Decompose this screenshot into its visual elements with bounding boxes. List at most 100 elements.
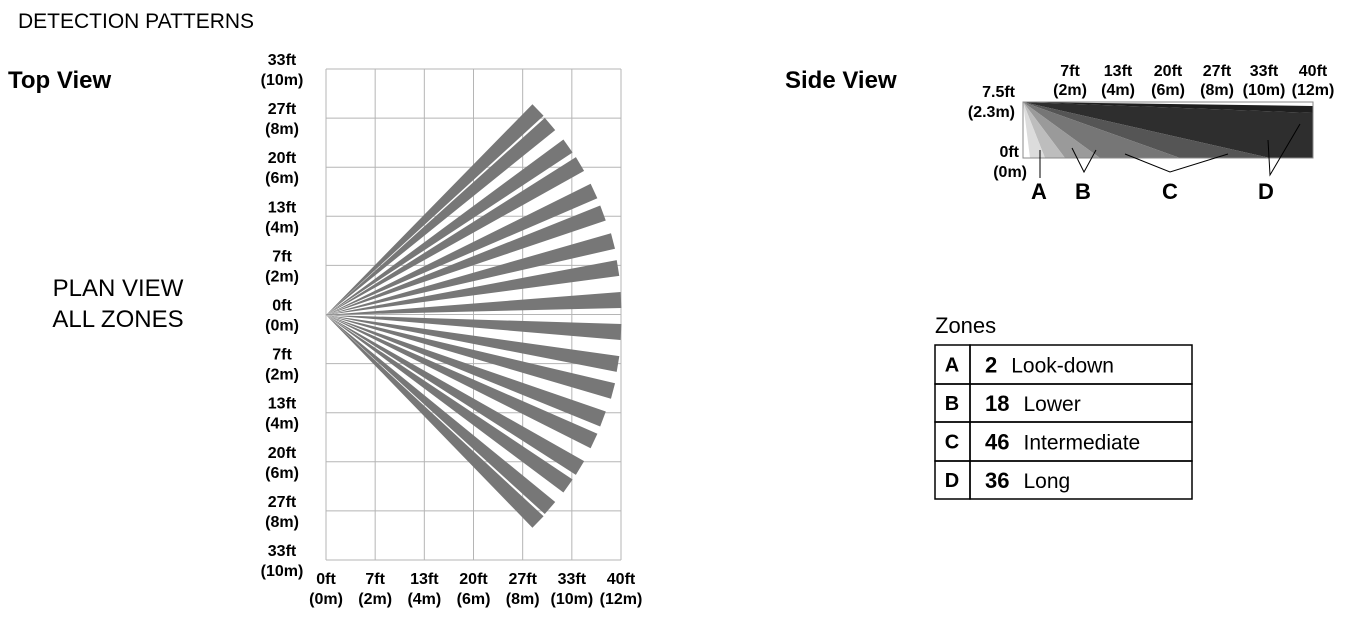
zone-c xyxy=(1023,102,1270,158)
x-label: 27ft xyxy=(1203,63,1232,80)
zone-name: Look-down xyxy=(1011,355,1114,378)
beam xyxy=(326,315,585,475)
beam xyxy=(326,117,556,315)
y-label: (8m) xyxy=(265,514,299,531)
zone-count: 36 xyxy=(985,468,1009,493)
side-view-heading: Side View xyxy=(785,67,897,94)
y-label: 33ft xyxy=(268,543,297,560)
x-label: (2m) xyxy=(1053,82,1087,99)
side-view-frame xyxy=(1022,101,1314,159)
zone-b xyxy=(1023,102,1065,158)
beam xyxy=(326,260,620,315)
zone-a xyxy=(1023,102,1045,158)
zone-marker: A xyxy=(1031,179,1047,204)
y-label: 7ft xyxy=(272,347,292,364)
zones-heading: Zones xyxy=(935,313,996,338)
x-label: 20ft xyxy=(459,571,488,588)
zone-c xyxy=(1023,102,1180,158)
x-label: (10m) xyxy=(550,591,593,608)
y-label: (2m) xyxy=(265,268,299,285)
x-label: (10m) xyxy=(1243,82,1286,99)
x-label: 13ft xyxy=(1104,63,1133,80)
y-label: (8m) xyxy=(265,121,299,138)
x-label: (2m) xyxy=(358,591,392,608)
x-label: 33ft xyxy=(1250,63,1279,80)
beam xyxy=(326,315,620,372)
beam xyxy=(326,139,573,315)
y-label: 27ft xyxy=(268,101,297,118)
x-label: (4m) xyxy=(1101,82,1135,99)
x-label: (12m) xyxy=(1292,82,1335,99)
x-label: 40ft xyxy=(607,571,636,588)
zone-count: 18 xyxy=(985,391,1009,416)
x-label: 13ft xyxy=(410,571,439,588)
x-label: (6m) xyxy=(457,591,491,608)
y-label: (4m) xyxy=(265,219,299,236)
x-label: (6m) xyxy=(1151,82,1185,99)
zone-letter: C xyxy=(945,432,959,454)
height-label: (0m) xyxy=(993,164,1027,181)
y-label: 33ft xyxy=(268,52,297,69)
pointer xyxy=(1071,147,1097,174)
y-label: (4m) xyxy=(265,416,299,433)
beam xyxy=(326,183,598,315)
x-label: (12m) xyxy=(600,591,643,608)
caption: ALL ZONES xyxy=(52,306,183,333)
x-label: 7ft xyxy=(365,571,385,588)
zones-table: A 2 Look-down B 18 Lower C 46 Intermediate D 36 Lon… xyxy=(934,344,1193,500)
beam xyxy=(326,315,556,515)
y-label: (10m) xyxy=(261,563,304,580)
beam xyxy=(326,315,622,340)
top-view-beams xyxy=(326,104,622,528)
zone-marker: B xyxy=(1075,179,1091,204)
y-label: (6m) xyxy=(265,465,299,482)
y-label: 13ft xyxy=(268,396,297,413)
y-label: (2m) xyxy=(265,367,299,384)
zone-d xyxy=(1023,102,1313,113)
beam xyxy=(326,157,585,315)
beam xyxy=(326,315,598,449)
height-label: 0ft xyxy=(999,144,1019,161)
x-label: (4m) xyxy=(407,591,441,608)
x-label: 20ft xyxy=(1154,63,1183,80)
top-view-heading: Top View xyxy=(8,67,111,94)
zone-name: Intermediate xyxy=(1023,432,1140,455)
table-cell xyxy=(969,460,1193,500)
zone-count: 46 xyxy=(985,430,1009,455)
x-label: 40ft xyxy=(1299,63,1328,80)
zone-b xyxy=(1023,102,1100,158)
x-label: 7ft xyxy=(1060,63,1080,80)
zone-marker: D xyxy=(1258,179,1274,204)
pointer xyxy=(1124,153,1229,173)
page-title: DETECTION PATTERNS xyxy=(18,10,254,33)
zone-marker: C xyxy=(1162,179,1178,204)
x-label: 27ft xyxy=(508,571,537,588)
zone-name: Lower xyxy=(1023,393,1080,416)
beam xyxy=(326,205,606,315)
beam xyxy=(326,315,544,528)
y-label: 7ft xyxy=(272,248,292,265)
x-label: 0ft xyxy=(316,571,336,588)
y-label: 13ft xyxy=(268,199,297,216)
side-view-labels: 7ft (2m) 13ft (4m) 20ft (6m) 27ft (8m) 33ft (10m)… xyxy=(968,63,1334,204)
zone-count: 2 xyxy=(985,353,997,378)
y-label: 20ft xyxy=(268,445,297,462)
top-view-grid: 0ft (0m) 7ft (2m) 13ft (4m) 20ft (6m) 27ft (8m) 33… xyxy=(261,52,643,608)
y-label: 20ft xyxy=(268,150,297,167)
y-label: (6m) xyxy=(265,170,299,187)
beam xyxy=(326,315,616,399)
y-label: 27ft xyxy=(268,494,297,511)
zone-letter: D xyxy=(945,470,959,492)
beam xyxy=(326,315,606,427)
zone-letter: A xyxy=(945,355,959,377)
caption: PLAN VIEW xyxy=(53,275,184,302)
y-label: (10m) xyxy=(261,72,304,89)
x-label: (0m) xyxy=(309,591,343,608)
y-label: (0m) xyxy=(265,318,299,335)
beam xyxy=(326,233,615,315)
zone-letter: B xyxy=(945,393,959,415)
beam xyxy=(326,292,622,315)
pointer xyxy=(1267,123,1301,177)
zone-name: Long xyxy=(1023,470,1070,493)
